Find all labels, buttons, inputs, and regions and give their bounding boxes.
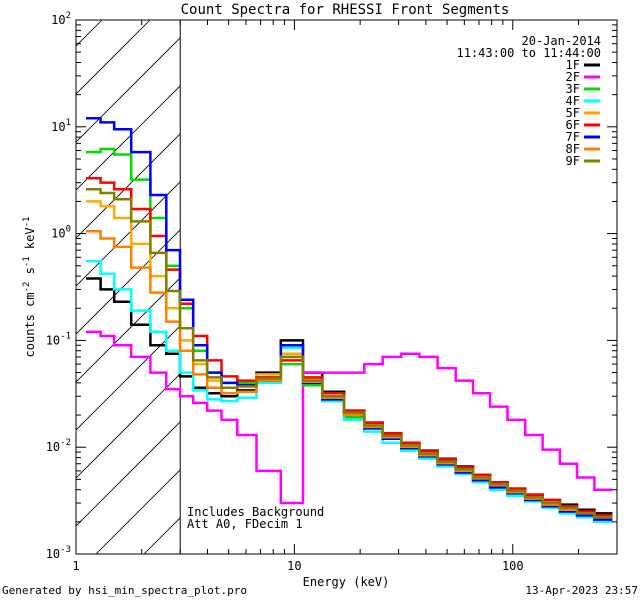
legend-label-2F: 2F	[566, 70, 580, 84]
legend-label-5F: 5F	[566, 106, 580, 120]
legend-label-1F: 1F	[566, 58, 580, 72]
footer-timestamp: 13-Apr-2023 23:57	[525, 584, 638, 597]
y-label-a: counts cm	[23, 292, 37, 357]
y-tick-label: 100	[51, 225, 71, 241]
plot-frame	[75, 19, 618, 555]
y-tick-label: 10-1	[46, 331, 71, 347]
series-layer	[86, 117, 613, 524]
annotation-attenuator: Att A0, FDecim 1	[187, 517, 303, 531]
legend-label-6F: 6F	[566, 118, 580, 132]
chart-title: Count Spectra for RHESSI Front Segments	[181, 2, 510, 18]
y-label-d: -1	[22, 256, 32, 267]
time-range-label: 11:43:00 to 11:44:00	[457, 46, 602, 60]
hatch-line	[76, 20, 151, 95]
x-tick-label: 100	[502, 559, 524, 573]
legend-label-3F: 3F	[566, 82, 580, 96]
y-tick-label: 102	[51, 11, 71, 27]
axis-ticks: 1 10 100 102 101 100 10-1 10-2 10-3	[46, 11, 618, 573]
legend-label-7F: 7F	[566, 130, 580, 144]
hatch-line	[76, 421, 181, 527]
hatch-line	[76, 37, 181, 143]
date-label: 20-Jan-2014	[522, 34, 601, 48]
y-label-c: s	[23, 267, 37, 281]
y-label-f: -1	[22, 217, 32, 228]
x-tick-label: 1	[72, 559, 79, 573]
series-line-9F	[86, 188, 613, 519]
hatch-line	[76, 373, 181, 479]
annotation-background: Includes Background	[187, 505, 324, 519]
footer-generated-by: Generated by hsi_min_spectra_plot.pro	[2, 584, 247, 597]
legend-label-8F: 8F	[566, 142, 580, 156]
y-tick-label: 10-2	[46, 438, 71, 454]
legend-label-4F: 4F	[566, 94, 580, 108]
y-axis-label: counts cm-2 s-1 keV-1	[22, 217, 37, 358]
y-label-b: -2	[22, 282, 32, 293]
legend-label-9F: 9F	[566, 154, 580, 168]
y-label-e: keV	[23, 227, 37, 256]
x-axis-label: Energy (keV)	[303, 575, 390, 589]
x-tick-label: 10	[287, 559, 301, 573]
series-line-2F	[86, 330, 613, 505]
y-tick-label: 101	[51, 118, 71, 134]
hatch-line	[76, 181, 181, 287]
y-tick-label: 10-3	[46, 545, 71, 561]
